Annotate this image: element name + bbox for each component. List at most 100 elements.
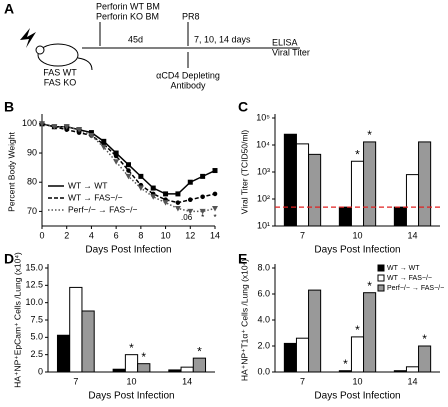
y-tick-label: 12.5	[25, 280, 43, 290]
label: FAS WT	[43, 67, 77, 77]
mouse-ear	[35, 45, 45, 55]
label: Perforin KO BM	[96, 11, 159, 21]
y-axis-label: HA⁺NP⁺T1α⁺ Cells /Lung (x10⁴)	[239, 259, 249, 381]
x-tick-label: 7	[73, 376, 78, 386]
bar	[283, 133, 297, 227]
x-axis-label: Days Post Infection	[314, 391, 400, 402]
bar	[363, 292, 377, 373]
bar	[168, 369, 182, 373]
marker	[125, 173, 132, 180]
irradiation-icon	[20, 28, 36, 48]
bar	[56, 334, 71, 373]
label: 7, 10, 14 days	[194, 34, 251, 44]
marker	[150, 194, 157, 200]
x-tick-label: 10	[352, 376, 362, 386]
y-tick-label: 2.5	[30, 349, 43, 359]
y-axis-label: Viral Titer (TCID50/ml)	[239, 130, 249, 215]
marker	[76, 127, 83, 133]
significance: *	[355, 147, 360, 161]
significance: *	[343, 357, 348, 371]
y-tick-label: 5.0	[30, 332, 43, 342]
significance: *	[367, 279, 372, 293]
annotation: *	[201, 213, 204, 222]
y-tick-label: 70	[27, 206, 37, 216]
bar	[338, 370, 352, 373]
x-tick-label: 14	[407, 230, 417, 240]
marker	[126, 168, 131, 173]
x-tick-label: 4	[89, 230, 94, 240]
x-tick-label: 10	[126, 376, 136, 386]
marker	[51, 124, 58, 130]
panel-a: A FAS WT FAS KO Perforin WT BM Perforin …	[4, 1, 310, 91]
bar	[124, 354, 139, 373]
significance: *	[141, 350, 146, 364]
y-tick-label: 7.5	[30, 314, 43, 324]
marker	[162, 200, 169, 206]
bar	[112, 368, 126, 373]
y-tick-label: 100	[22, 118, 37, 128]
bar	[393, 206, 407, 227]
marker	[187, 208, 194, 215]
x-tick-label: 14	[210, 230, 220, 240]
marker	[187, 179, 193, 185]
y-tick-label: 10.0	[25, 297, 43, 307]
x-tick-label: 6	[114, 230, 119, 240]
label: FAS KO	[44, 77, 77, 87]
label: 45d	[128, 34, 143, 44]
y-tick-label: 10⁵	[256, 112, 270, 122]
marker	[199, 208, 206, 215]
legend-label: Perf−/− → FAS−/−	[68, 204, 137, 214]
label: Viral Titer	[272, 47, 310, 57]
y-axis-label: HA⁺NP⁺EpCam⁺ Cells /Lung (x10⁴)	[12, 252, 22, 388]
y-tick-label: 10³	[257, 166, 270, 176]
marker	[138, 173, 144, 179]
y-tick-label: 10²	[257, 193, 270, 203]
bar	[405, 174, 420, 227]
x-tick-label: 7	[300, 376, 305, 386]
bar	[81, 310, 95, 373]
x-tick-label: 10	[161, 230, 171, 240]
marker	[200, 173, 206, 179]
label: Antibody	[170, 80, 206, 90]
label: Perforin WT BM	[96, 1, 160, 11]
marker	[113, 150, 119, 156]
marker	[187, 197, 193, 203]
x-tick-label: 7	[300, 230, 305, 240]
marker	[163, 191, 169, 197]
y-tick-label: 80	[27, 177, 37, 187]
bar	[192, 357, 207, 373]
y-tick-label: 2.0	[257, 340, 270, 350]
bar	[418, 345, 432, 373]
marker	[113, 153, 119, 159]
bar	[308, 153, 322, 227]
y-tick-label: 6.0	[257, 288, 270, 298]
y-tick-label: 90	[27, 147, 37, 157]
panel-letter: E	[238, 251, 247, 267]
significance: *	[355, 323, 360, 337]
legend-label: WT → WT	[387, 265, 420, 272]
marker	[212, 205, 218, 212]
panel-letter: D	[4, 251, 14, 267]
bar	[350, 336, 365, 373]
bar	[308, 289, 322, 373]
legend-label: WT → FAS−/−	[68, 192, 123, 202]
x-tick-label: 14	[407, 376, 417, 386]
y-tick-label: 10⁴	[256, 139, 270, 149]
marker	[137, 185, 144, 192]
x-tick-label: 10	[352, 230, 362, 240]
legend-label: Perf−/− → FAS−/−	[387, 285, 444, 292]
line	[41, 123, 216, 213]
marker	[200, 194, 205, 200]
marker	[39, 121, 45, 127]
marker	[174, 205, 181, 212]
bar	[418, 141, 432, 227]
x-tick-label: 8	[138, 230, 143, 240]
marker	[101, 138, 107, 144]
y-tick-label: 8.0	[257, 262, 270, 272]
marker	[88, 130, 94, 136]
significance: *	[129, 341, 134, 355]
marker	[212, 191, 218, 197]
y-tick-label: 4.0	[257, 314, 270, 324]
x-tick-label: 2	[64, 230, 69, 240]
